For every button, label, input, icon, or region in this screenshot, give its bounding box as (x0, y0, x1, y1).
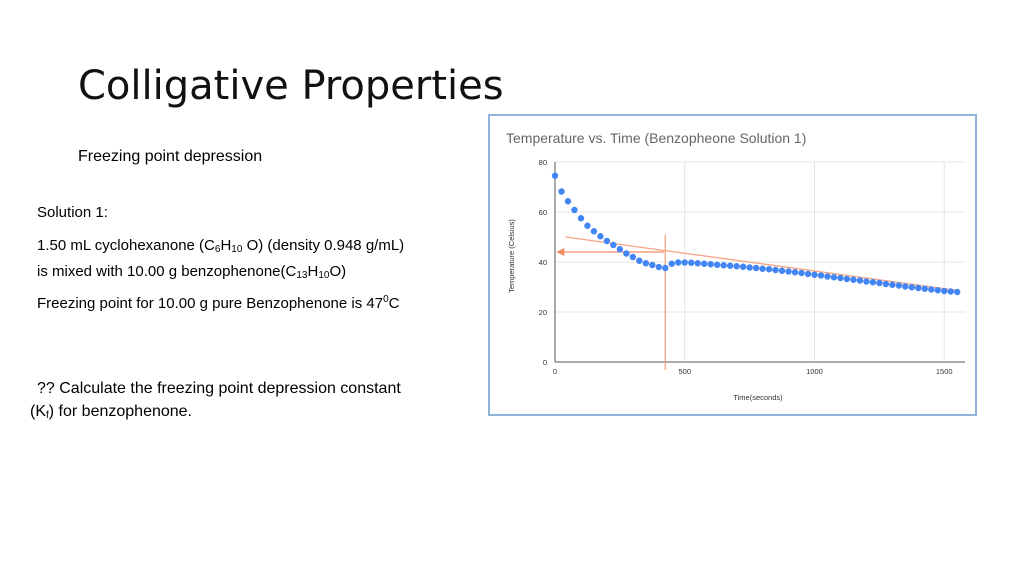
data-point (928, 286, 935, 293)
chart-annotations (556, 234, 960, 370)
data-point (752, 264, 760, 272)
chart-container: Temperature vs. Time (Benzopheone Soluti… (488, 114, 977, 416)
data-point (889, 281, 896, 288)
trend-line (565, 236, 960, 292)
question-line-2: (Kf) for benzophenone. (30, 403, 192, 421)
data-point (720, 262, 727, 269)
data-point (804, 270, 812, 278)
data-point (746, 264, 753, 271)
data-point (636, 257, 643, 264)
data-point (921, 285, 928, 292)
data-point (954, 288, 961, 296)
data-point (649, 261, 656, 269)
data-point (564, 198, 572, 205)
y-tick-label: 80 (539, 158, 547, 167)
chart-grid (554, 161, 965, 363)
y-axis-label: Temperature (Celsius) (507, 219, 516, 293)
data-point (824, 273, 831, 280)
data-point (915, 284, 922, 292)
question-line-1: ?? Calculate the freezing point depressi… (37, 380, 401, 397)
y-tick-label: 60 (539, 208, 547, 217)
data-point (882, 280, 890, 288)
data-point (623, 250, 630, 257)
data-point (869, 279, 877, 286)
data-point (856, 277, 864, 284)
data-point (947, 288, 954, 295)
data-point (817, 272, 825, 279)
data-point (726, 262, 734, 269)
data-point (811, 271, 818, 278)
data-point (668, 260, 675, 267)
data-point (765, 266, 773, 273)
solution-line-2: is mixed with 10.00 g benzophenone(C13H1… (37, 263, 347, 281)
y-tick-label: 20 (539, 308, 547, 317)
y-tick-label: 40 (539, 258, 547, 267)
data-point (830, 274, 838, 281)
slide-subtitle: Freezing point depression (78, 148, 263, 165)
data-point (798, 269, 805, 277)
data-point (837, 274, 844, 282)
data-point (739, 263, 747, 270)
data-point (941, 287, 948, 295)
chart-ticks: 0 20 40 60 80 0 500 1000 1500 (539, 158, 953, 376)
data-point (584, 222, 591, 229)
data-point (590, 228, 598, 235)
solution-label: Solution 1: (37, 204, 108, 221)
data-point (603, 237, 611, 245)
data-point (662, 264, 669, 272)
x-tick-label: 1500 (936, 367, 953, 376)
data-point (934, 287, 941, 294)
x-tick-label: 1000 (806, 367, 823, 376)
data-point (571, 206, 578, 214)
solution-line-1: 1.50 mL cyclohexanone (C6H10 O) (density… (37, 237, 405, 255)
data-point (791, 269, 799, 276)
data-point (616, 246, 624, 253)
data-point (597, 233, 604, 240)
y-tick-label: 0 (543, 358, 547, 367)
data-point (908, 284, 916, 291)
chart-points (551, 172, 961, 296)
data-point (785, 268, 792, 275)
data-point (681, 259, 688, 266)
data-point (902, 283, 909, 290)
data-point (675, 259, 682, 266)
data-point (610, 241, 617, 249)
data-point (642, 260, 650, 267)
temperature-time-chart: Temperature vs. Time (Benzopheone Soluti… (506, 130, 965, 402)
data-point (551, 172, 559, 179)
data-point (707, 261, 714, 268)
data-point (713, 261, 721, 268)
data-point (558, 188, 565, 195)
data-point (772, 266, 779, 274)
data-point (701, 260, 708, 267)
slide-title: Colligative Properties (78, 63, 504, 109)
data-point (655, 263, 662, 271)
data-point (688, 259, 695, 266)
data-point (629, 253, 637, 261)
chart-title: Temperature vs. Time (Benzopheone Soluti… (506, 130, 806, 146)
data-point (843, 275, 851, 283)
data-point (863, 278, 870, 285)
data-point (778, 267, 786, 274)
arrow-head-icon (556, 248, 565, 256)
data-point (895, 282, 903, 289)
data-point (733, 263, 740, 270)
x-tick-label: 0 (553, 367, 557, 376)
data-point (759, 265, 766, 272)
data-point (850, 276, 857, 283)
data-point (577, 215, 585, 222)
x-tick-label: 500 (678, 367, 691, 376)
data-point (694, 260, 701, 267)
data-point (876, 279, 883, 287)
solution-line-3: Freezing point for 10.00 g pure Benzophe… (37, 294, 400, 313)
x-axis-label: Time(seconds) (733, 393, 783, 402)
